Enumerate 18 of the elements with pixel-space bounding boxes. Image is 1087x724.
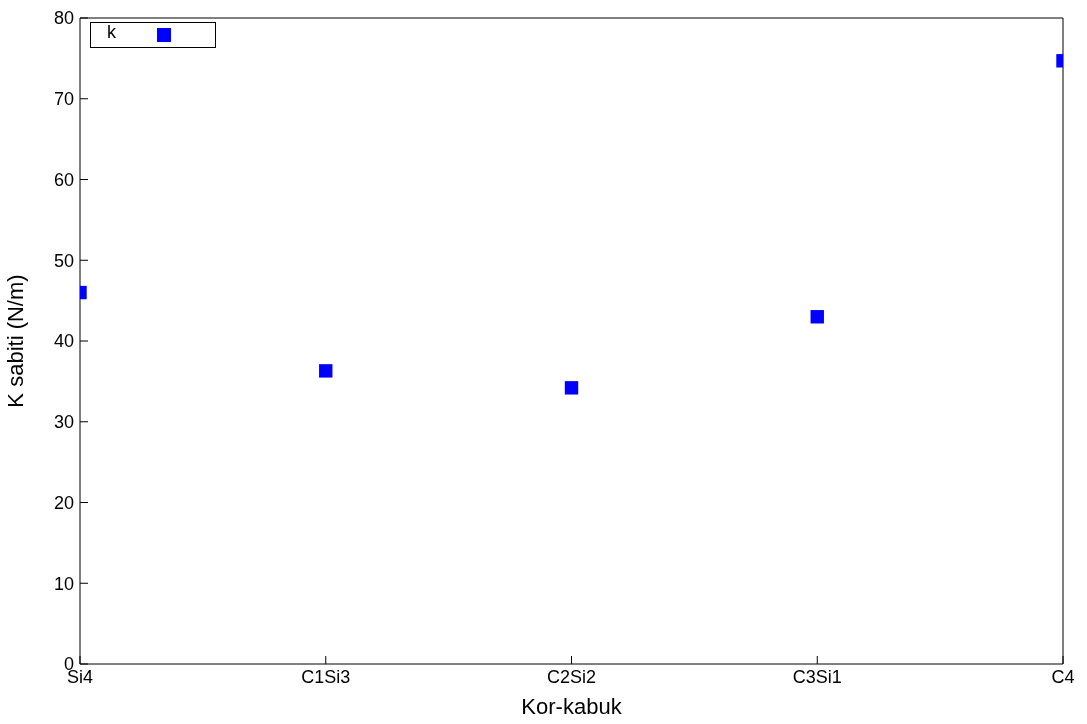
y-axis-title: K sabiti (N/m) [2,274,28,408]
x-tick-label: C1Si3 [301,666,351,687]
y-tick-label: 70 [53,89,74,110]
y-tick-label: 30 [53,412,74,433]
y-tick-label: 80 [53,8,74,29]
y-tick-label: 20 [53,492,74,513]
x-tick-label: C3Si1 [792,666,842,687]
legend-label: k [107,21,116,43]
point [564,381,579,395]
y-tick-label: 60 [53,169,74,190]
y-tick-label: 40 [53,331,74,352]
point [810,310,824,324]
x-tick-label: C2Si2 [546,666,597,687]
x-tick-label: C4 [1051,666,1075,687]
y-tick-label: 50 [53,250,74,271]
y-tick-label: 10 [53,573,74,594]
x-axis-title: Kor-kabuk [521,694,623,719]
point [319,364,333,378]
